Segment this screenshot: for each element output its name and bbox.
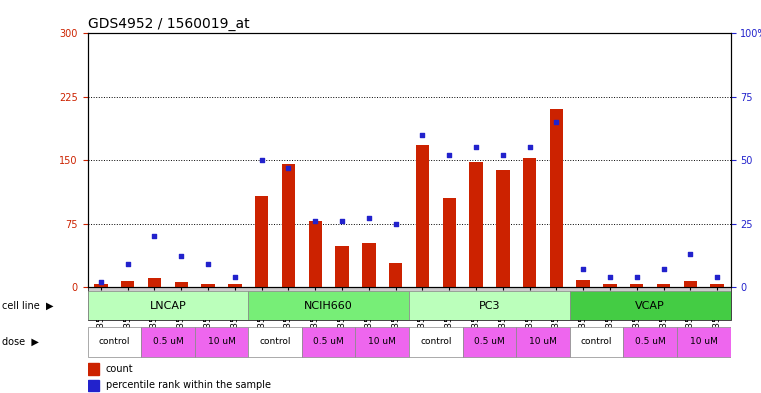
Bar xyxy=(174,282,188,287)
Point xyxy=(95,279,107,285)
Point xyxy=(684,251,696,257)
Text: dose  ▶: dose ▶ xyxy=(2,337,38,347)
Point xyxy=(175,253,187,260)
Text: cell line  ▶: cell line ▶ xyxy=(2,301,53,311)
Point xyxy=(363,215,375,222)
Text: 0.5 uM: 0.5 uM xyxy=(314,338,344,346)
Text: 10 uM: 10 uM xyxy=(529,338,557,346)
Bar xyxy=(523,158,537,287)
Bar xyxy=(463,327,516,357)
Bar xyxy=(362,243,375,287)
Bar xyxy=(443,198,456,287)
Point xyxy=(658,266,670,272)
Bar xyxy=(416,145,429,287)
Bar xyxy=(711,283,724,287)
Text: 10 uM: 10 uM xyxy=(689,338,718,346)
Point xyxy=(497,152,509,158)
Bar xyxy=(248,327,302,357)
Bar xyxy=(282,164,295,287)
Point xyxy=(148,233,161,239)
Point xyxy=(443,152,455,158)
Bar xyxy=(549,109,563,287)
Bar xyxy=(88,292,248,320)
Bar xyxy=(94,285,107,287)
Point xyxy=(524,144,536,151)
Text: VCAP: VCAP xyxy=(635,301,665,310)
Text: 0.5 uM: 0.5 uM xyxy=(474,338,505,346)
Bar xyxy=(657,283,670,287)
Text: control: control xyxy=(581,338,613,346)
Bar xyxy=(336,246,349,287)
Point xyxy=(577,266,589,272)
Bar xyxy=(677,327,731,357)
Point xyxy=(122,261,134,267)
Point xyxy=(336,218,348,224)
Bar xyxy=(228,285,241,287)
Bar xyxy=(623,327,677,357)
Point xyxy=(711,274,723,280)
Bar xyxy=(121,281,135,287)
Point xyxy=(309,218,321,224)
Text: control: control xyxy=(260,338,291,346)
Bar xyxy=(470,162,482,287)
Point xyxy=(229,274,241,280)
Text: GDS4952 / 1560019_at: GDS4952 / 1560019_at xyxy=(88,17,249,31)
Bar xyxy=(355,327,409,357)
Point xyxy=(390,220,402,227)
Bar xyxy=(516,327,570,357)
Text: control: control xyxy=(99,338,130,346)
Bar xyxy=(603,283,616,287)
Bar xyxy=(308,221,322,287)
Bar xyxy=(630,283,644,287)
Bar xyxy=(88,363,99,375)
Text: 0.5 uM: 0.5 uM xyxy=(152,338,183,346)
Point xyxy=(416,132,428,138)
Text: percentile rank within the sample: percentile rank within the sample xyxy=(106,380,270,390)
Text: control: control xyxy=(420,338,451,346)
Point xyxy=(256,157,268,163)
Bar xyxy=(255,196,269,287)
Bar xyxy=(409,327,463,357)
Bar xyxy=(683,281,697,287)
Bar xyxy=(88,380,99,391)
Text: NCIH660: NCIH660 xyxy=(304,301,353,310)
Point xyxy=(470,144,482,151)
Text: count: count xyxy=(106,364,133,374)
Point xyxy=(604,274,616,280)
Bar xyxy=(195,327,248,357)
Bar xyxy=(88,327,141,357)
Bar xyxy=(577,280,590,287)
Point xyxy=(550,119,562,125)
Bar xyxy=(141,327,195,357)
Bar xyxy=(248,292,409,320)
Bar xyxy=(409,292,570,320)
Point xyxy=(631,274,643,280)
Bar xyxy=(148,278,161,287)
Point xyxy=(282,165,295,171)
Text: LNCAP: LNCAP xyxy=(149,301,186,310)
Bar xyxy=(302,327,355,357)
Bar xyxy=(570,292,731,320)
Bar xyxy=(496,170,510,287)
Bar xyxy=(389,263,403,287)
Bar xyxy=(202,285,215,287)
Text: 10 uM: 10 uM xyxy=(208,338,235,346)
Point xyxy=(202,261,214,267)
Bar xyxy=(570,327,623,357)
Text: 10 uM: 10 uM xyxy=(368,338,396,346)
Text: PC3: PC3 xyxy=(479,301,500,310)
Text: 0.5 uM: 0.5 uM xyxy=(635,338,666,346)
